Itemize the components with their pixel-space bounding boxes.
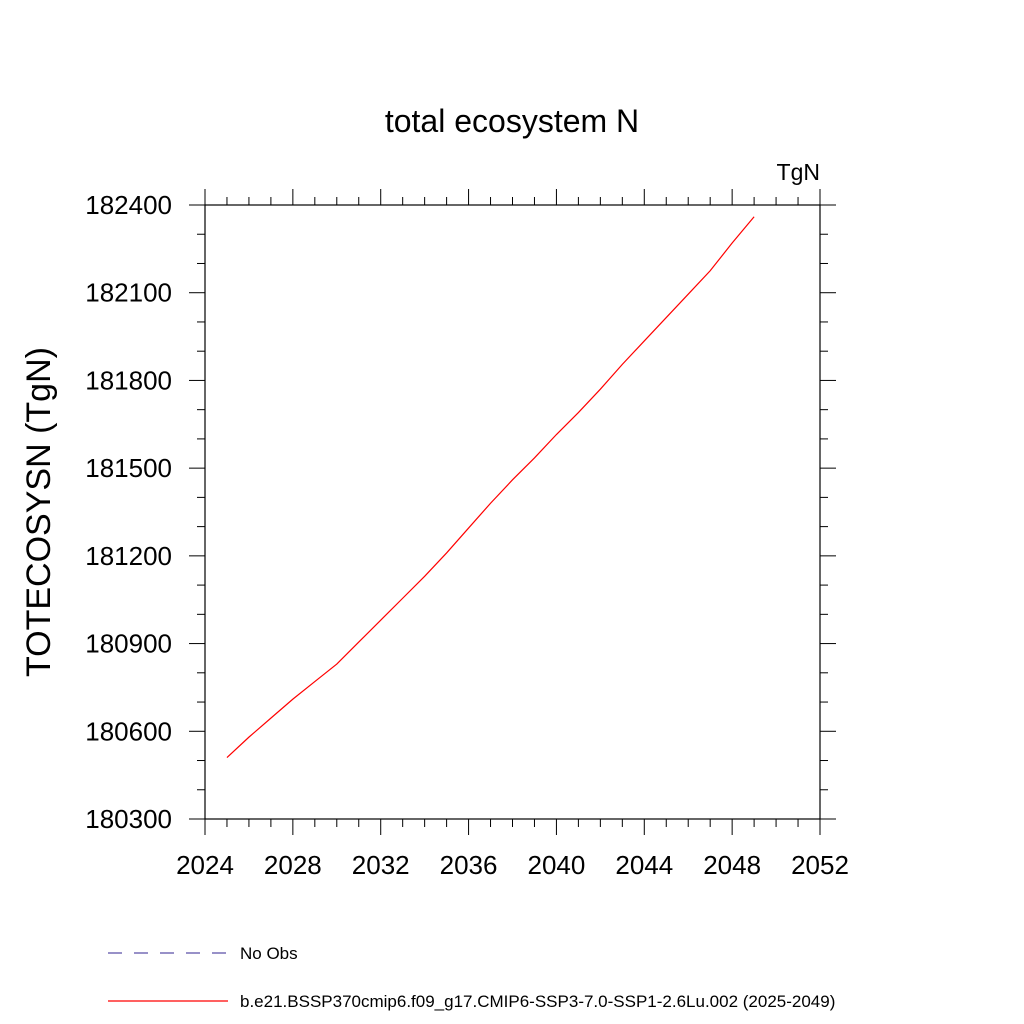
y-tick-label: 180900 [85,629,172,659]
x-tick-label: 2040 [528,850,586,880]
y-tick-label: 180600 [85,716,172,746]
legend-label-model-run: b.e21.BSSP370cmip6.f09_g17.CMIP6-SSP3-7.… [240,992,835,1011]
x-tick-label: 2024 [176,850,234,880]
y-tick-label: 181800 [85,365,172,395]
x-tick-label: 2028 [264,850,322,880]
x-tick-label: 2048 [703,850,761,880]
axis-tick-labels: 2024 2028 2032 2036 2040 2044 2048 2052 180300 18… [85,190,849,880]
plot-frame [204,204,821,820]
chart-title: total ecosystem N [385,103,639,139]
y-tick-label: 180300 [85,804,172,834]
y-tick-label: 181500 [85,453,172,483]
plot-series [226,216,755,759]
units-label: TgN [777,159,820,185]
y-axis-label: TOTECOSYSN (TgN) [20,347,58,677]
y-tick-label: 182100 [85,278,172,308]
y-tick-label: 181200 [85,541,172,571]
axis-ticks [189,189,836,835]
x-tick-label: 2052 [791,850,849,880]
x-tick-label: 2036 [440,850,498,880]
legend: No Obs b.e21.BSSP370cmip6.f09_g17.CMIP6-… [108,944,835,1011]
series-line-1 [226,216,755,759]
x-tick-label: 2032 [352,850,410,880]
x-tick-label: 2044 [615,850,673,880]
y-tick-label: 182400 [85,190,172,220]
legend-label-no-obs: No Obs [240,944,298,963]
